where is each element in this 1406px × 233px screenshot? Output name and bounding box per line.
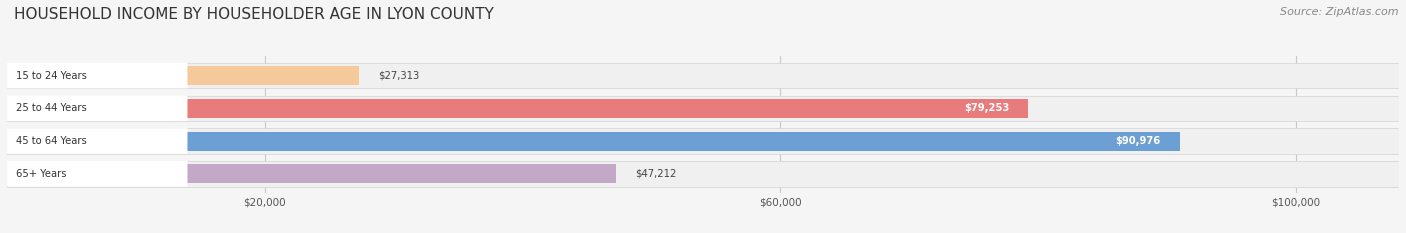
Bar: [7, 63, 1399, 88]
FancyBboxPatch shape: [7, 161, 187, 186]
Text: 25 to 44 Years: 25 to 44 Years: [15, 103, 87, 113]
Text: $47,212: $47,212: [636, 169, 676, 179]
Bar: [7, 128, 1399, 154]
Text: 45 to 64 Years: 45 to 64 Years: [15, 136, 87, 146]
FancyBboxPatch shape: [7, 128, 187, 154]
Bar: [7, 66, 359, 85]
Bar: [7, 161, 1399, 186]
Text: $90,976: $90,976: [1115, 136, 1160, 146]
Text: 65+ Years: 65+ Years: [15, 169, 66, 179]
Text: $79,253: $79,253: [965, 103, 1010, 113]
Bar: [7, 96, 1399, 121]
Text: HOUSEHOLD INCOME BY HOUSEHOLDER AGE IN LYON COUNTY: HOUSEHOLD INCOME BY HOUSEHOLDER AGE IN L…: [14, 7, 494, 22]
Text: 15 to 24 Years: 15 to 24 Years: [15, 71, 87, 81]
Text: Source: ZipAtlas.com: Source: ZipAtlas.com: [1281, 7, 1399, 17]
Bar: [7, 99, 1028, 118]
Bar: [7, 131, 1180, 151]
Bar: [7, 164, 616, 183]
Text: $27,313: $27,313: [378, 71, 419, 81]
FancyBboxPatch shape: [7, 96, 187, 121]
FancyBboxPatch shape: [7, 63, 187, 88]
